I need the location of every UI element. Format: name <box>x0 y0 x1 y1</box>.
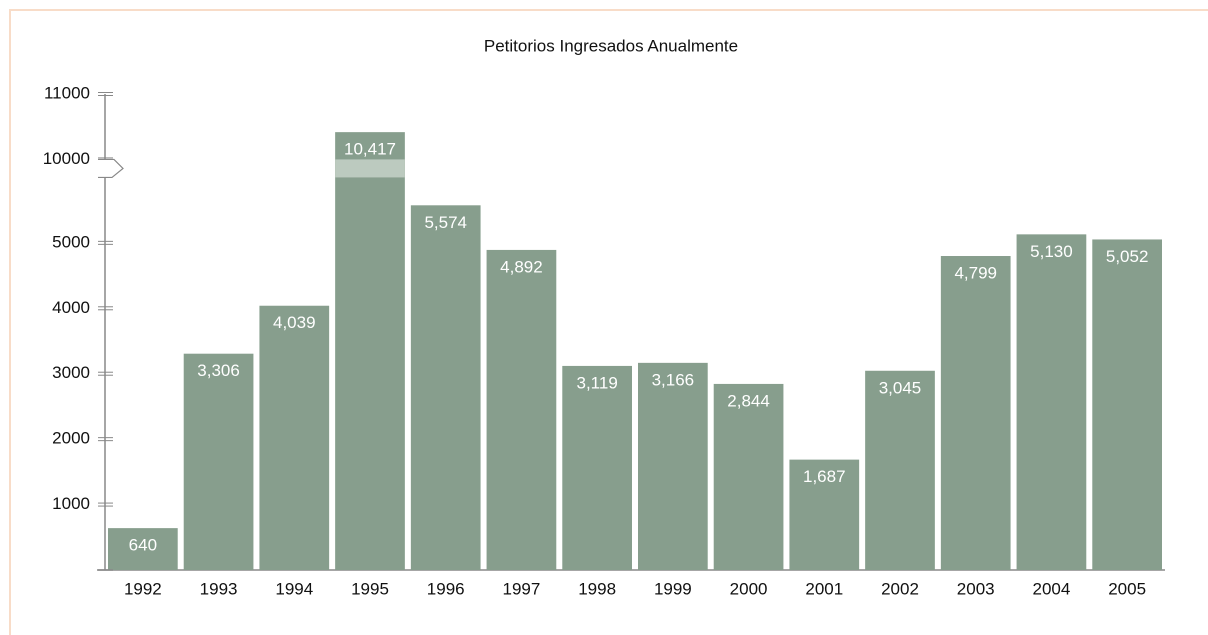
axis-break <box>98 158 124 179</box>
bar <box>638 362 708 570</box>
x-tick-label: 2004 <box>1033 579 1071 598</box>
frame <box>9 9 1208 635</box>
x-tick-label: 1996 <box>427 579 465 598</box>
break-band <box>335 159 405 178</box>
bar <box>940 256 1011 570</box>
bar <box>259 305 330 570</box>
y-tick-label: 1000 <box>52 494 90 513</box>
data-label: 1,687 <box>803 467 846 486</box>
x-tick-label: 1998 <box>578 579 616 598</box>
data-label: 3,306 <box>197 361 240 380</box>
data-label: 10,417 <box>344 140 396 159</box>
data-label: 5,574 <box>424 213 467 232</box>
x-tick-label: 1992 <box>124 579 162 598</box>
y-tick-label: 3000 <box>52 363 90 382</box>
data-label: 4,039 <box>273 313 316 332</box>
x-tick-label: 2003 <box>957 579 995 598</box>
data-label: 5,052 <box>1106 247 1149 266</box>
data-label: 3,045 <box>879 378 922 397</box>
y-tick-label: 2000 <box>52 429 90 448</box>
bar <box>562 365 632 570</box>
y-tick-label: 4000 <box>52 298 90 317</box>
bar <box>335 132 405 571</box>
data-label: 2,844 <box>727 391 770 410</box>
x-tick-label: 2005 <box>1108 579 1146 598</box>
bar <box>865 370 935 570</box>
x-tick-label: 1995 <box>351 579 389 598</box>
y-tick-label: 10000 <box>43 149 90 168</box>
bar <box>713 383 784 570</box>
bar <box>410 205 481 570</box>
x-tick-label: 2000 <box>730 579 768 598</box>
data-label: 5,130 <box>1030 242 1073 261</box>
bar <box>183 353 254 570</box>
x-tick-label: 1994 <box>275 579 313 598</box>
bar <box>1016 234 1087 570</box>
x-tick-label: 1997 <box>503 579 541 598</box>
bar <box>486 249 557 570</box>
data-label: 3,119 <box>577 373 618 392</box>
x-tick-label: 2001 <box>805 579 843 598</box>
x-tick-label: 1999 <box>654 579 692 598</box>
bar <box>789 459 860 570</box>
bar <box>108 528 178 570</box>
data-label: 640 <box>129 536 157 555</box>
x-tick-label: 2002 <box>881 579 919 598</box>
data-label: 3,166 <box>652 370 695 389</box>
bar <box>1092 239 1162 570</box>
y-tick-label: 5000 <box>52 232 90 251</box>
data-label: 4,799 <box>954 263 997 282</box>
x-tick-label: 1993 <box>200 579 238 598</box>
y-tick-label: 11000 <box>44 83 90 102</box>
chart-title: Petitorios Ingresados Anualmente <box>484 36 738 55</box>
data-label: 4,892 <box>500 257 543 276</box>
